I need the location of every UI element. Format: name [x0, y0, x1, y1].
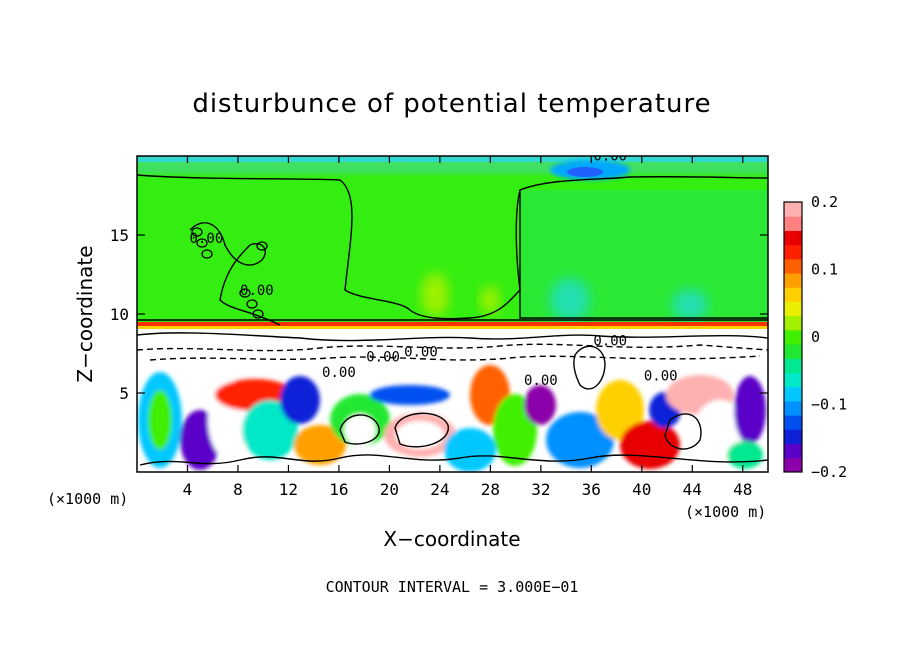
colorbar-swatch [784, 230, 802, 246]
colorbar-ticks: −0.2 −0.1 0 0.1 0.2 [811, 193, 847, 481]
contour-label: 0.00 [644, 368, 678, 384]
colorbar-swatch [784, 258, 802, 274]
x-axis-label: X−coordinate [383, 527, 520, 551]
colorbar-swatch [784, 457, 802, 473]
colorbar-tick-label: −0.1 [811, 396, 847, 414]
contour-label: 0.00 [190, 231, 224, 247]
colorbar-tick-label: 0 [811, 328, 820, 346]
top-cyan-band [137, 156, 768, 162]
y-axis-label: Z−coordinate [73, 245, 97, 382]
contour-band-dash-2 [149, 355, 761, 361]
colorbar-swatch [784, 400, 802, 416]
lower-blobs [138, 365, 766, 472]
x-tick-label: 16 [329, 480, 348, 499]
contour-upper-left [137, 174, 768, 320]
x-unit-right: (×1000 m) [685, 503, 766, 521]
contour-loop-2 [394, 412, 449, 448]
cyan-lobe-1 [550, 278, 590, 322]
contour-loop-3 [573, 345, 606, 390]
y-tick-label: 10 [110, 305, 129, 324]
colorbar-swatch [784, 287, 802, 302]
x-tick-label: 4 [183, 480, 193, 499]
y-tick-label: 15 [110, 226, 129, 245]
x-tick-label: 20 [380, 480, 399, 499]
contour-label: 0.00 [524, 373, 558, 389]
colorbar-tick-label: 0.2 [811, 193, 838, 211]
colorbar-swatch [784, 301, 802, 317]
x-tick-label: 36 [582, 480, 601, 499]
colorbar-swatch [784, 372, 802, 388]
tropopause-band [137, 322, 768, 326]
x-unit-left: (×1000 m) [47, 490, 128, 508]
colorbar-swatch [784, 329, 802, 345]
x-tick-label: 28 [481, 480, 500, 499]
contour-lines [137, 174, 768, 466]
contour-band-dash [137, 343, 768, 352]
contour-loop-4 [664, 413, 702, 450]
contour-label: 0.00 [322, 365, 356, 381]
colorbar-swatch [784, 273, 802, 288]
x-tick-label: 40 [632, 480, 651, 499]
tropopause-line [137, 326, 768, 329]
x-tick-label: 12 [279, 480, 298, 499]
contour-wave-low [139, 454, 768, 466]
colorbar-swatch [784, 315, 802, 331]
contour-band-low [137, 332, 768, 342]
colorbar-swatch [784, 429, 802, 445]
contour-loop-1 [339, 414, 380, 445]
colorbar-swatch [784, 386, 802, 402]
colorbar [783, 201, 803, 473]
colorbar-swatch [784, 216, 802, 231]
x-tick-label: 32 [531, 480, 550, 499]
x-axis-ticks: 4 8 12 16 20 24 28 32 36 40 44 48 [183, 156, 752, 499]
contour-label: 0.00 [240, 283, 274, 299]
contour-label-layer: 0.000.000.000.00 0.000.000.000.000.00 [190, 149, 678, 389]
x-tick-label: 48 [733, 480, 752, 499]
contour-label: 0.00 [366, 349, 400, 365]
colorbar-swatch [784, 244, 802, 260]
colorbar-swatch [784, 202, 802, 217]
contour-interval-note: CONTOUR INTERVAL = 3.000E−01 [326, 578, 579, 596]
x-tick-label: 24 [430, 480, 449, 499]
heatmap-field: 0.000.000.000.00 0.000.000.000.000.00 [137, 149, 768, 472]
colorbar-tick-label: −0.2 [811, 463, 847, 481]
top-blue-core [567, 167, 603, 177]
upper-layer [137, 156, 768, 326]
chart-title: disturbunce of potential temperature [192, 89, 711, 119]
contour-label: 0.00 [593, 149, 627, 165]
colorbar-swatch [784, 344, 802, 359]
contour-label: 0.00 [593, 334, 627, 350]
cyan-lobe-2 [672, 289, 708, 321]
yellow-lobe-2 [480, 286, 500, 314]
y-axis-ticks: 5 10 15 [110, 226, 768, 403]
contour-upper-right-box [519, 190, 768, 319]
contour-label: 0.00 [404, 345, 438, 361]
colorbar-swatch [784, 415, 802, 430]
colorbar-swatch [784, 443, 802, 459]
x-tick-label: 8 [233, 480, 243, 499]
x-tick-label: 44 [683, 480, 702, 499]
contour-left-plume [189, 222, 281, 326]
yellow-lobe-1 [421, 273, 449, 317]
y-tick-label: 5 [119, 384, 129, 403]
colorbar-tick-label: 0.1 [811, 261, 838, 279]
colorbar-frame [783, 201, 803, 473]
colorbar-swatch [784, 358, 802, 374]
contour-circles [191, 227, 268, 319]
